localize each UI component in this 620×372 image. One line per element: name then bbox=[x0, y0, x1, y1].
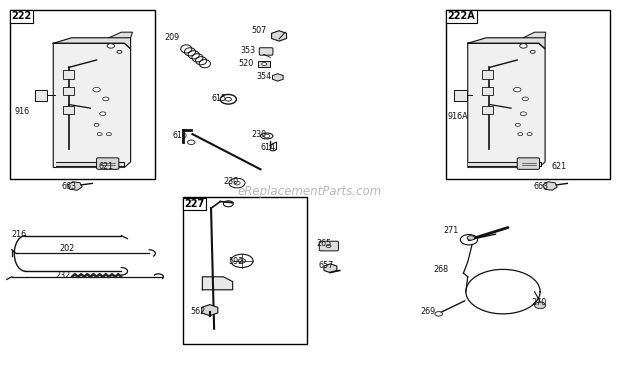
Circle shape bbox=[467, 235, 474, 240]
Text: 354: 354 bbox=[256, 72, 272, 81]
Text: 520: 520 bbox=[239, 58, 254, 68]
Bar bbox=[63, 70, 74, 78]
Circle shape bbox=[107, 133, 112, 136]
Text: 202: 202 bbox=[60, 244, 75, 253]
Circle shape bbox=[187, 140, 195, 144]
Text: 621: 621 bbox=[99, 162, 113, 171]
Text: 916A: 916A bbox=[448, 112, 468, 121]
Circle shape bbox=[515, 124, 520, 126]
Text: 507: 507 bbox=[251, 26, 267, 35]
Text: 663: 663 bbox=[534, 182, 549, 191]
Bar bbox=[482, 70, 493, 78]
Text: 592: 592 bbox=[228, 257, 244, 266]
Text: 353: 353 bbox=[241, 46, 256, 55]
Bar bbox=[63, 87, 74, 95]
Circle shape bbox=[231, 254, 253, 267]
FancyBboxPatch shape bbox=[517, 158, 539, 169]
Circle shape bbox=[97, 133, 102, 136]
Polygon shape bbox=[467, 38, 545, 49]
Polygon shape bbox=[56, 162, 125, 166]
Text: 216: 216 bbox=[12, 230, 27, 239]
Text: 657: 657 bbox=[318, 261, 334, 270]
Text: 271: 271 bbox=[443, 227, 458, 235]
Text: 614: 614 bbox=[260, 143, 275, 152]
Bar bbox=[482, 106, 493, 114]
Polygon shape bbox=[467, 162, 541, 166]
Bar bbox=[446, 10, 610, 179]
Text: 230: 230 bbox=[223, 177, 239, 186]
Text: 663: 663 bbox=[61, 182, 76, 191]
Polygon shape bbox=[53, 38, 131, 49]
Text: 270: 270 bbox=[531, 298, 547, 307]
Polygon shape bbox=[109, 32, 133, 38]
Bar bbox=[482, 87, 493, 95]
Text: 621: 621 bbox=[551, 162, 567, 171]
Circle shape bbox=[513, 87, 521, 92]
FancyBboxPatch shape bbox=[97, 158, 119, 169]
Bar bbox=[63, 106, 74, 114]
Circle shape bbox=[93, 87, 100, 92]
Circle shape bbox=[530, 50, 535, 53]
Bar bbox=[183, 197, 307, 343]
Text: 616: 616 bbox=[172, 131, 188, 140]
Ellipse shape bbox=[260, 133, 273, 139]
Text: 222A: 222A bbox=[448, 12, 475, 22]
Circle shape bbox=[229, 178, 245, 188]
Text: 222: 222 bbox=[11, 12, 32, 22]
Circle shape bbox=[264, 134, 270, 138]
Circle shape bbox=[107, 44, 115, 48]
Circle shape bbox=[117, 50, 122, 53]
Text: 230: 230 bbox=[251, 130, 267, 139]
Text: 227: 227 bbox=[184, 199, 205, 209]
Bar bbox=[258, 61, 270, 67]
Circle shape bbox=[534, 302, 546, 309]
FancyBboxPatch shape bbox=[319, 241, 339, 251]
Circle shape bbox=[518, 133, 523, 136]
FancyBboxPatch shape bbox=[259, 48, 273, 55]
Circle shape bbox=[520, 112, 526, 116]
Polygon shape bbox=[523, 32, 546, 38]
Circle shape bbox=[225, 97, 231, 101]
Polygon shape bbox=[202, 277, 232, 290]
Circle shape bbox=[103, 97, 109, 101]
Circle shape bbox=[522, 97, 528, 101]
Circle shape bbox=[527, 133, 532, 136]
Circle shape bbox=[435, 312, 443, 316]
Polygon shape bbox=[454, 90, 466, 101]
Polygon shape bbox=[53, 43, 131, 167]
Circle shape bbox=[234, 181, 240, 185]
Polygon shape bbox=[467, 43, 545, 167]
Circle shape bbox=[520, 44, 527, 48]
Polygon shape bbox=[35, 90, 47, 101]
Text: 265: 265 bbox=[316, 239, 332, 248]
Circle shape bbox=[460, 235, 477, 245]
Bar bbox=[10, 10, 156, 179]
Text: 232: 232 bbox=[55, 271, 71, 280]
Text: 916: 916 bbox=[14, 107, 29, 116]
Circle shape bbox=[94, 124, 99, 126]
Text: 562: 562 bbox=[190, 307, 205, 316]
Circle shape bbox=[326, 244, 331, 247]
Text: 209: 209 bbox=[165, 33, 180, 42]
Text: 268: 268 bbox=[434, 265, 449, 274]
Circle shape bbox=[100, 112, 106, 116]
Text: eReplacementParts.com: eReplacementParts.com bbox=[238, 185, 382, 198]
Text: 615: 615 bbox=[211, 94, 226, 103]
Circle shape bbox=[238, 259, 246, 263]
Circle shape bbox=[262, 62, 267, 65]
Text: 269: 269 bbox=[420, 307, 435, 316]
